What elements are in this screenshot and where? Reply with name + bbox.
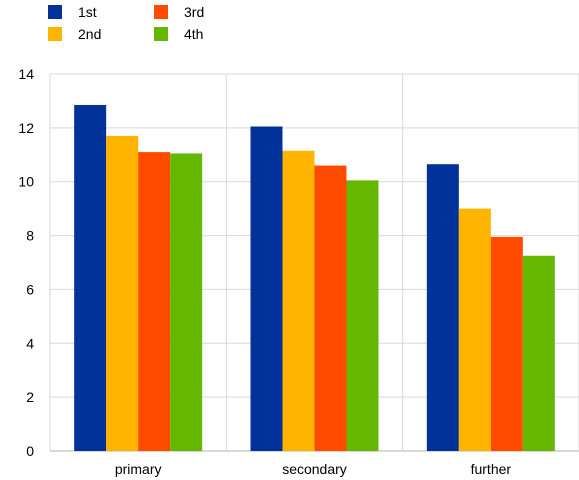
y-tick-label: 4 xyxy=(26,335,34,351)
legend-item-4th: 4th xyxy=(154,26,203,42)
legend-item-2nd: 2nd xyxy=(48,26,101,42)
legend-label: 3rd xyxy=(184,4,205,20)
y-tick-label: 6 xyxy=(26,281,34,297)
bar-4th-secondary xyxy=(346,180,379,451)
y-tick-label: 10 xyxy=(18,174,34,190)
bar-3rd-primary xyxy=(138,152,171,452)
y-tick-label: 8 xyxy=(26,228,34,244)
chart-legend: 1st 2nd 3rd 4th xyxy=(48,4,248,48)
bar-4th-primary xyxy=(170,153,203,452)
legend-label: 1st xyxy=(78,4,97,20)
legend-swatch xyxy=(48,27,62,41)
legend-swatch xyxy=(154,5,168,19)
legend-swatch xyxy=(48,5,62,19)
bar-3rd-further xyxy=(490,236,523,451)
x-category-label: secondary xyxy=(282,461,347,477)
bar-2nd-further xyxy=(458,208,491,451)
x-category-label: further xyxy=(471,461,512,477)
bar-1st-primary xyxy=(74,104,107,451)
legend-swatch xyxy=(154,27,168,41)
bar-2nd-primary xyxy=(106,135,139,451)
y-tick-label: 14 xyxy=(18,66,34,82)
bar-3rd-secondary xyxy=(314,165,347,452)
legend-item-1st: 1st xyxy=(48,4,97,20)
legend-item-3rd: 3rd xyxy=(154,4,204,20)
bar-1st-secondary xyxy=(250,126,283,451)
legend-label: 4th xyxy=(184,26,204,42)
bar-1st-further xyxy=(426,164,459,452)
bar-4th-further xyxy=(522,255,555,451)
y-tick-label: 12 xyxy=(18,120,34,136)
y-tick-label: 2 xyxy=(26,389,34,405)
legend-label: 2nd xyxy=(78,26,102,42)
x-category-label: primary xyxy=(115,461,162,477)
y-tick-label: 0 xyxy=(26,443,34,459)
bar-2nd-secondary xyxy=(282,150,315,451)
